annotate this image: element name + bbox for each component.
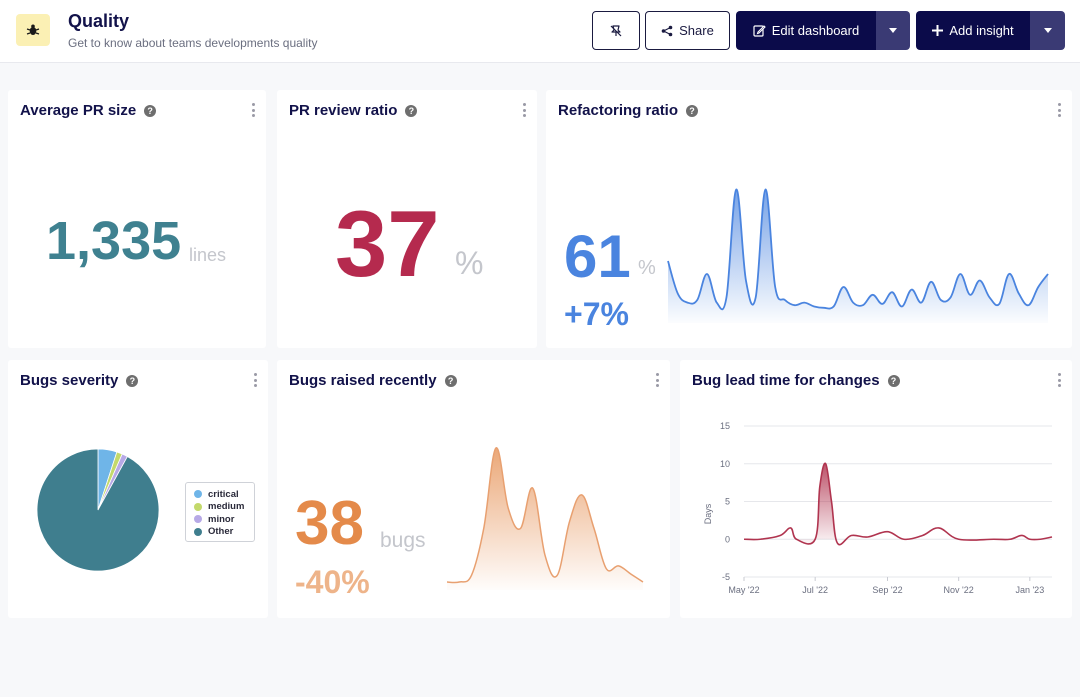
x-tick-label: Jan '23 bbox=[1015, 585, 1044, 595]
pr-review-unit: % bbox=[455, 245, 484, 281]
card-title: Bugs severity ? bbox=[20, 372, 139, 389]
y-tick-label: -5 bbox=[722, 572, 730, 582]
help-icon[interactable]: ? bbox=[444, 374, 457, 387]
bugs-severity-legend: critical medium minor Other bbox=[185, 482, 255, 542]
refactoring-line bbox=[667, 188, 1049, 311]
refactoring-delta: +7% bbox=[564, 296, 629, 332]
more-options-icon[interactable] bbox=[654, 372, 660, 388]
y-tick-label: 15 bbox=[720, 421, 730, 431]
bugs-raised-unit: bugs bbox=[380, 529, 426, 552]
card-average-pr-size: Average PR size ? 1,335 lines bbox=[8, 90, 266, 348]
y-axis-label: Days bbox=[703, 503, 713, 524]
edit-dashboard-dropdown[interactable] bbox=[876, 11, 910, 50]
legend-label: medium bbox=[208, 501, 245, 513]
card-title: PR review ratio ? bbox=[289, 102, 418, 119]
page-subtitle: Get to know about teams developments qua… bbox=[68, 36, 318, 50]
refactoring-value: 61 bbox=[564, 223, 631, 290]
help-icon[interactable]: ? bbox=[405, 104, 418, 117]
more-options-icon[interactable] bbox=[250, 102, 256, 118]
card-pr-review-ratio: PR review ratio ? 37 % bbox=[277, 90, 537, 348]
y-tick-label: 0 bbox=[725, 534, 730, 544]
add-insight-button[interactable]: Add insight bbox=[916, 11, 1030, 50]
legend-item: critical bbox=[194, 488, 254, 501]
help-icon[interactable]: ? bbox=[126, 374, 139, 387]
page-header: Quality Get to know about teams developm… bbox=[0, 0, 1080, 63]
share-label: Share bbox=[679, 23, 714, 38]
edit-dashboard-label: Edit dashboard bbox=[771, 23, 860, 38]
help-icon[interactable]: ? bbox=[144, 104, 157, 117]
help-icon[interactable]: ? bbox=[887, 374, 900, 387]
card-title-text: Bug lead time for changes bbox=[692, 372, 880, 389]
bug-lead-time-chart: 15 10 5 0 -5 May '22 Jul '22 Sep '22 Nov '22 Jan… bbox=[703, 421, 1053, 595]
legend-item: Other bbox=[194, 526, 254, 539]
card-title: Refactoring ratio ? bbox=[558, 102, 699, 119]
card-title: Bug lead time for changes ? bbox=[692, 372, 900, 389]
x-tick-label: May '22 bbox=[728, 585, 759, 595]
x-tick-label: Sep '22 bbox=[872, 585, 902, 595]
average-pr-unit: lines bbox=[189, 245, 227, 265]
more-options-icon[interactable] bbox=[1056, 372, 1062, 388]
card-title-text: PR review ratio bbox=[289, 102, 398, 119]
legend-item: medium bbox=[194, 501, 254, 514]
card-bugs-severity: Bugs severity ? critical medium minor Ot… bbox=[8, 360, 268, 618]
edit-dashboard-button[interactable]: Edit dashboard bbox=[736, 11, 876, 50]
y-tick-label: 10 bbox=[720, 459, 730, 469]
bugs-raised-line bbox=[446, 447, 644, 584]
card-title-text: Average PR size bbox=[20, 102, 137, 119]
help-icon[interactable]: ? bbox=[686, 104, 699, 117]
share-button[interactable]: Share bbox=[645, 11, 730, 50]
card-title-text: Refactoring ratio bbox=[558, 102, 679, 119]
bug-lead-area bbox=[796, 463, 838, 544]
bugs-severity-pie bbox=[36, 448, 160, 572]
pie-slice-other[interactable] bbox=[36, 448, 160, 572]
legend-label: critical bbox=[208, 488, 239, 500]
caret-down-icon bbox=[889, 28, 897, 33]
bugs-raised-value: 38 bbox=[295, 489, 364, 558]
legend-label: minor bbox=[208, 513, 235, 525]
y-tick-label: 5 bbox=[725, 497, 730, 507]
card-title: Bugs raised recently ? bbox=[289, 372, 457, 389]
bugs-raised-area bbox=[447, 447, 643, 590]
average-pr-value: 1,335 bbox=[46, 211, 182, 271]
x-tick-label: Jul '22 bbox=[802, 585, 828, 595]
legend-item: minor bbox=[194, 513, 254, 526]
refactoring-unit: % bbox=[638, 257, 656, 279]
legend-label: Other bbox=[208, 526, 234, 538]
card-title-text: Bugs raised recently bbox=[289, 372, 437, 389]
bugs-raised-delta: -40% bbox=[295, 564, 370, 600]
more-options-icon[interactable] bbox=[521, 102, 527, 118]
more-options-icon[interactable] bbox=[252, 372, 258, 388]
more-options-icon[interactable] bbox=[1056, 102, 1062, 118]
card-bug-lead-time: Bug lead time for changes ? 15 10 5 0 -5 May… bbox=[680, 360, 1072, 618]
add-insight-dropdown[interactable] bbox=[1030, 11, 1065, 50]
refactoring-area bbox=[668, 189, 1048, 323]
bug-icon bbox=[16, 14, 50, 46]
caret-down-icon bbox=[1043, 28, 1052, 33]
edit-icon bbox=[753, 25, 766, 37]
card-title: Average PR size ? bbox=[20, 102, 157, 119]
share-icon bbox=[661, 25, 673, 36]
unpin-button[interactable] bbox=[592, 11, 640, 50]
card-bugs-raised-recently: Bugs raised recently ? 38 bugs -40% bbox=[277, 360, 670, 618]
x-tick-label: Nov '22 bbox=[944, 585, 974, 595]
card-refactoring-ratio: Refactoring ratio ? 61 % +7% bbox=[546, 90, 1072, 348]
refactoring-sparkline bbox=[667, 188, 1049, 323]
add-insight-label: Add insight bbox=[949, 23, 1014, 38]
bugs-raised-sparkline bbox=[446, 447, 644, 590]
pr-review-value: 37 bbox=[335, 191, 440, 296]
card-title-text: Bugs severity bbox=[20, 372, 119, 389]
plus-icon bbox=[932, 25, 944, 36]
page-title: Quality bbox=[68, 11, 130, 31]
bug-lead-line bbox=[743, 462, 1053, 546]
unpin-icon bbox=[610, 24, 622, 36]
